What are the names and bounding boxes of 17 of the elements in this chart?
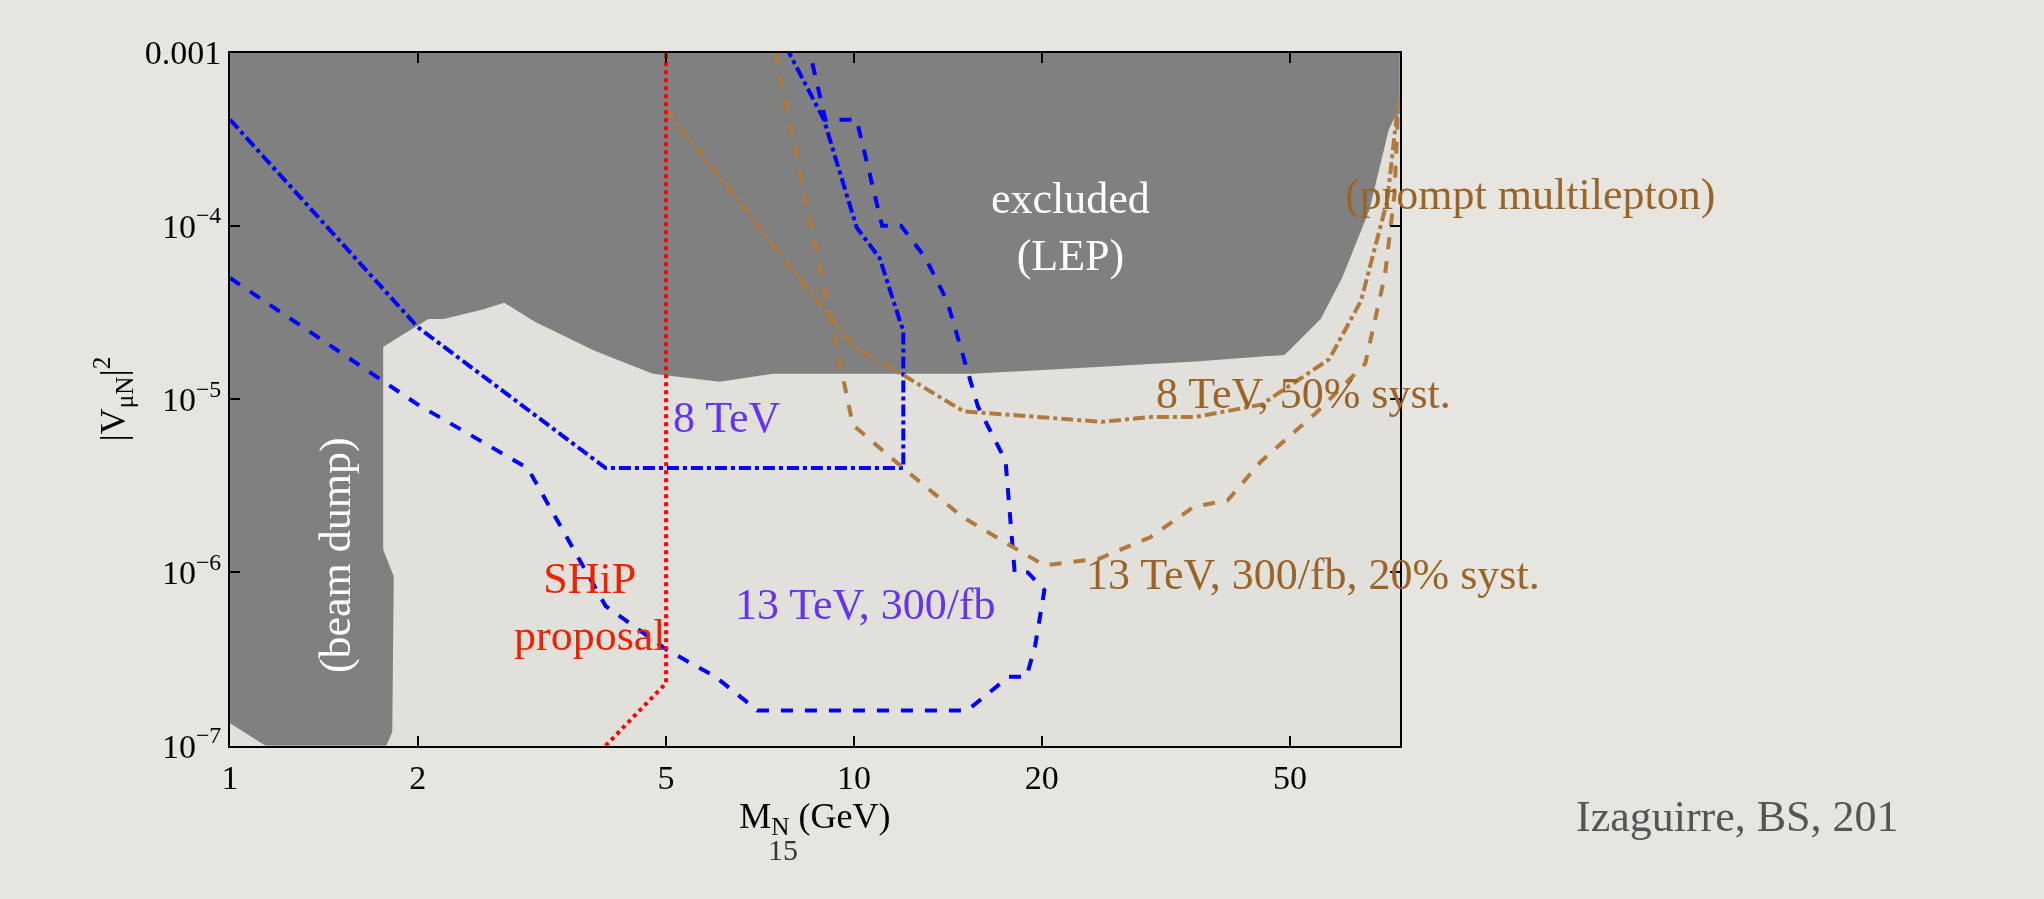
- y-tick-label: 10$^{−5}$: [161, 375, 222, 419]
- y-tick-label: 10$^{−6}$: [161, 549, 222, 592]
- annotation: excluded (LEP): [991, 174, 1150, 281]
- x-tick-label: 50: [1272, 758, 1307, 796]
- annotation: 8 TeV: [673, 393, 781, 442]
- annotation: (beam dump): [311, 437, 361, 674]
- annotation: 13 TeV, 300/fb: [735, 580, 996, 629]
- y-tick-label: 0.001: [144, 34, 222, 72]
- x-tick-label: 2: [409, 758, 427, 796]
- x-tick-label: 5: [657, 758, 675, 796]
- x-axis-title: M$_{N}$ (GeV): [739, 795, 891, 841]
- x-tick-label: 1: [221, 758, 239, 796]
- x-tick-label: 10: [836, 758, 871, 796]
- text: Izaguirre, BS, 201: [1576, 792, 1899, 841]
- y-tick-label: 10$^{−7}$: [161, 722, 222, 765]
- x-tick-label: 20: [1024, 758, 1059, 796]
- y-tick-label: 10$^{−4}$: [161, 202, 222, 245]
